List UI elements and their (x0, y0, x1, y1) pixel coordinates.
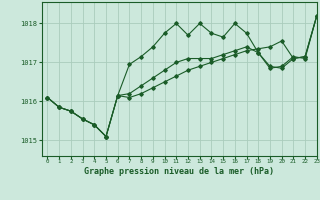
X-axis label: Graphe pression niveau de la mer (hPa): Graphe pression niveau de la mer (hPa) (84, 167, 274, 176)
